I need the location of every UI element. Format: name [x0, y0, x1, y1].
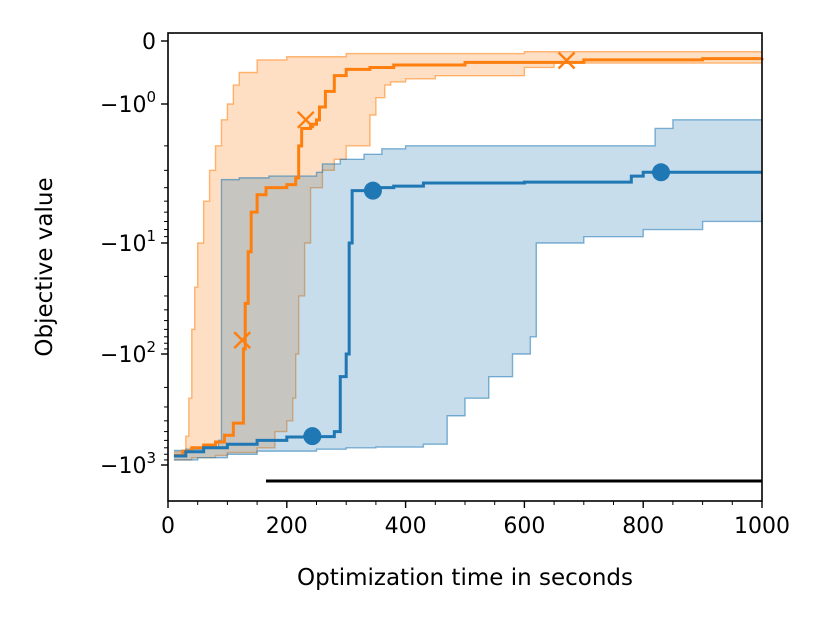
- x-axis-label: Optimization time in seconds: [297, 565, 633, 591]
- band-lower-blue: [173, 212, 763, 461]
- marker-blue-1: [363, 181, 382, 200]
- band-orange: [173, 51, 762, 460]
- y-tick-label: −100: [100, 88, 156, 118]
- y-tick-exponent: 0: [146, 88, 156, 106]
- marker-orange-0: [233, 331, 252, 349]
- x-tick-label: 400: [385, 514, 427, 539]
- y-tick-exponent: 2: [146, 338, 156, 356]
- x-tick-label: 600: [503, 514, 545, 539]
- y-axis-label: Objective value: [32, 177, 58, 356]
- x-tick-label: 800: [622, 514, 664, 539]
- band-lower-orange: [173, 62, 762, 461]
- marker-blue-0: [303, 427, 322, 446]
- marker-stroke: [296, 110, 315, 129]
- marker-blue-2: [652, 163, 671, 182]
- median-line-blue: [173, 170, 762, 458]
- y-axis-ticks: 0−100−101−102−103: [100, 30, 168, 479]
- x-tick-label: 1000: [734, 514, 790, 539]
- marker-stroke: [557, 51, 576, 70]
- y-tick-label: −103: [100, 449, 156, 479]
- y-tick-label: 0: [142, 30, 156, 55]
- y-tick-exponent: 3: [146, 449, 156, 467]
- band-upper-blue: [173, 119, 762, 452]
- marker-stroke: [233, 331, 252, 349]
- marker-orange-2: [557, 51, 576, 70]
- series-markers: [233, 51, 671, 446]
- x-axis-ticks: 0 200 400 600 800 1000: [161, 501, 790, 539]
- series-lines: [173, 57, 764, 458]
- band-blue: [173, 119, 762, 460]
- median-line-orange: [173, 57, 764, 457]
- y-tick-exponent: 1: [146, 227, 156, 245]
- y-tick-label: −101: [100, 227, 156, 257]
- x-tick-label: 0: [161, 514, 175, 539]
- y-tick-label: −102: [100, 338, 156, 368]
- marker-orange-1: [296, 110, 315, 129]
- confidence-bands: [173, 51, 763, 461]
- x-tick-label: 200: [266, 514, 308, 539]
- band-upper-orange: [173, 51, 762, 453]
